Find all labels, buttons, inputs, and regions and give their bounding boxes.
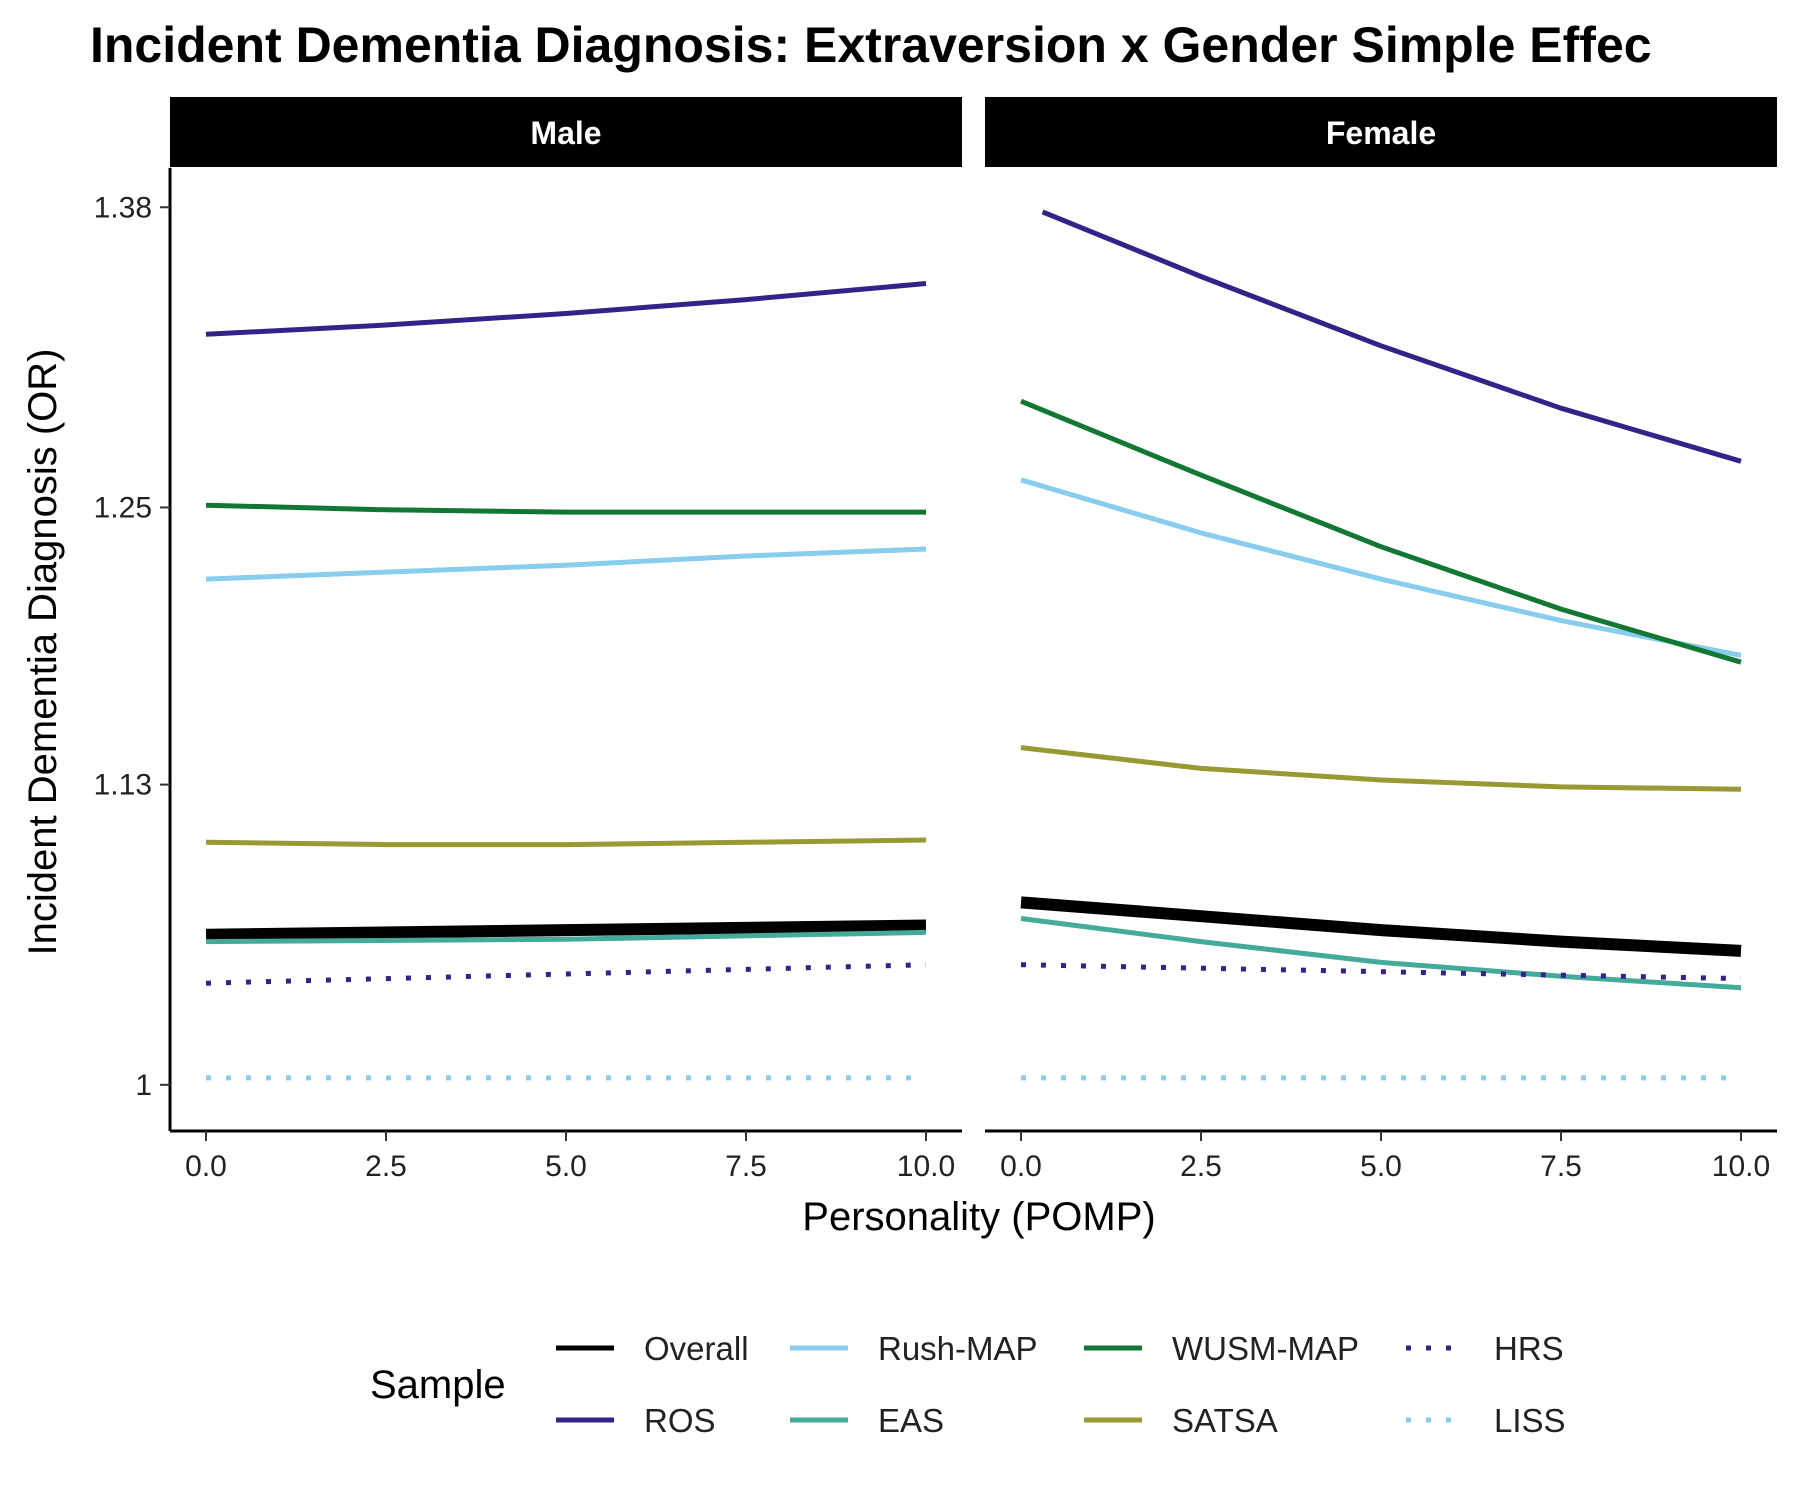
legend-label-satsa: SATSA — [1172, 1402, 1278, 1439]
y-tick-label: 1.13 — [94, 769, 152, 802]
legend-label-overall: Overall — [644, 1330, 749, 1367]
series-line-satsa — [205, 837, 927, 848]
x-tick-label: 5.0 — [1360, 1150, 1402, 1183]
panels-layer: Male 0.0 2.5 5.0 7.5 10.0 1 1.13 1.25 1.38 Female 0… — [94, 97, 1777, 1183]
x-tick-label: 2.5 — [1180, 1150, 1222, 1183]
y-tick-label: 1 — [135, 1069, 152, 1102]
facet-strip — [170, 97, 962, 167]
series-line-wusm-map — [205, 502, 926, 515]
x-tick-label: 5.0 — [545, 1150, 587, 1183]
x-axis-title: Personality (POMP) — [802, 1195, 1155, 1239]
series-line-satsa — [1020, 745, 1742, 792]
legend-label-liss: LISS — [1494, 1402, 1566, 1439]
x-tick-label: 10.0 — [1712, 1150, 1770, 1183]
facet-strip — [985, 97, 1777, 167]
series-line-ros — [205, 281, 927, 337]
legend: Overall ROS Rush-MAP EAS WUSM-MAP SATSA HRS LIS… — [556, 1330, 1566, 1439]
x-tick-label: 0.0 — [1000, 1150, 1042, 1183]
legend-title: Sample — [370, 1363, 506, 1407]
panel-female: Female 0.0 2.5 5.0 7.5 10.0 — [985, 97, 1777, 1183]
legend-label-hrs: HRS — [1494, 1330, 1564, 1367]
y-axis-title: Incident Dementia Diagnosis (OR) — [21, 349, 65, 956]
chart-title: Incident Dementia Diagnosis: Extraversio… — [90, 17, 1652, 73]
y-tick-label: 1.38 — [94, 191, 152, 224]
series-line-eas — [1020, 916, 1742, 991]
legend-label-eas: EAS — [878, 1402, 944, 1439]
facet-strip-label: Male — [530, 115, 601, 151]
series-line-eas — [205, 929, 927, 945]
series-line-rush-map — [1020, 477, 1742, 658]
series-line-ros — [1041, 209, 1742, 464]
series-line-rush-map — [205, 546, 927, 582]
series-line-hrs — [205, 962, 927, 986]
x-tick-label: 0.0 — [185, 1150, 227, 1183]
legend-label-ros: ROS — [644, 1402, 716, 1439]
legend-label-rush-map: Rush-MAP — [878, 1330, 1038, 1367]
x-tick-label: 10.0 — [897, 1150, 955, 1183]
legend-label-wusm-map: WUSM-MAP — [1172, 1330, 1359, 1367]
series-line-wusm-map — [1020, 398, 1742, 665]
x-tick-label: 2.5 — [365, 1150, 407, 1183]
x-tick-label: 7.5 — [725, 1150, 767, 1183]
series-line-overall — [1020, 896, 1742, 957]
facet-strip-label: Female — [1326, 115, 1436, 151]
panel-male: Male 0.0 2.5 5.0 7.5 10.0 1 1.13 1.25 1.38 — [94, 97, 962, 1183]
series-line-overall — [205, 919, 927, 941]
x-tick-label: 7.5 — [1540, 1150, 1582, 1183]
series-line-hrs — [1020, 962, 1742, 982]
y-tick-label: 1.25 — [94, 491, 152, 524]
